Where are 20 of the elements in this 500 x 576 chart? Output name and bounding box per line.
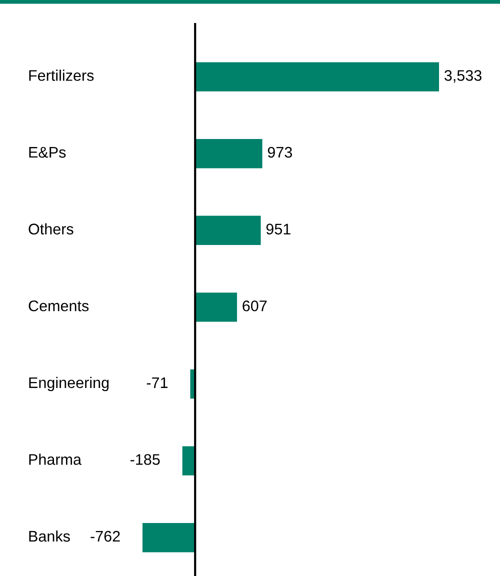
y-tick-label: Cements (28, 300, 89, 312)
bar (195, 139, 262, 168)
y-tick-label: Banks (29, 530, 70, 542)
y-tick-label: Pharma (29, 454, 82, 465)
data-label: -185 (130, 454, 160, 465)
y-tick-label: Others (28, 223, 74, 234)
bar (142, 523, 196, 552)
bar (195, 292, 238, 322)
bar (182, 446, 196, 476)
data-label: -71 (146, 377, 168, 388)
y-tick-label: E&Ps (29, 146, 66, 158)
y-tick-label: Fertilizers (29, 70, 94, 81)
data-label: 951 (266, 224, 290, 234)
data-label: 607 (242, 300, 267, 312)
bar (195, 62, 440, 92)
data-label: 3,533 (444, 70, 482, 83)
data-label: 973 (268, 146, 292, 158)
y-tick-label: Engineering (29, 376, 109, 392)
data-label: -762 (90, 530, 120, 542)
bar (195, 216, 261, 245)
